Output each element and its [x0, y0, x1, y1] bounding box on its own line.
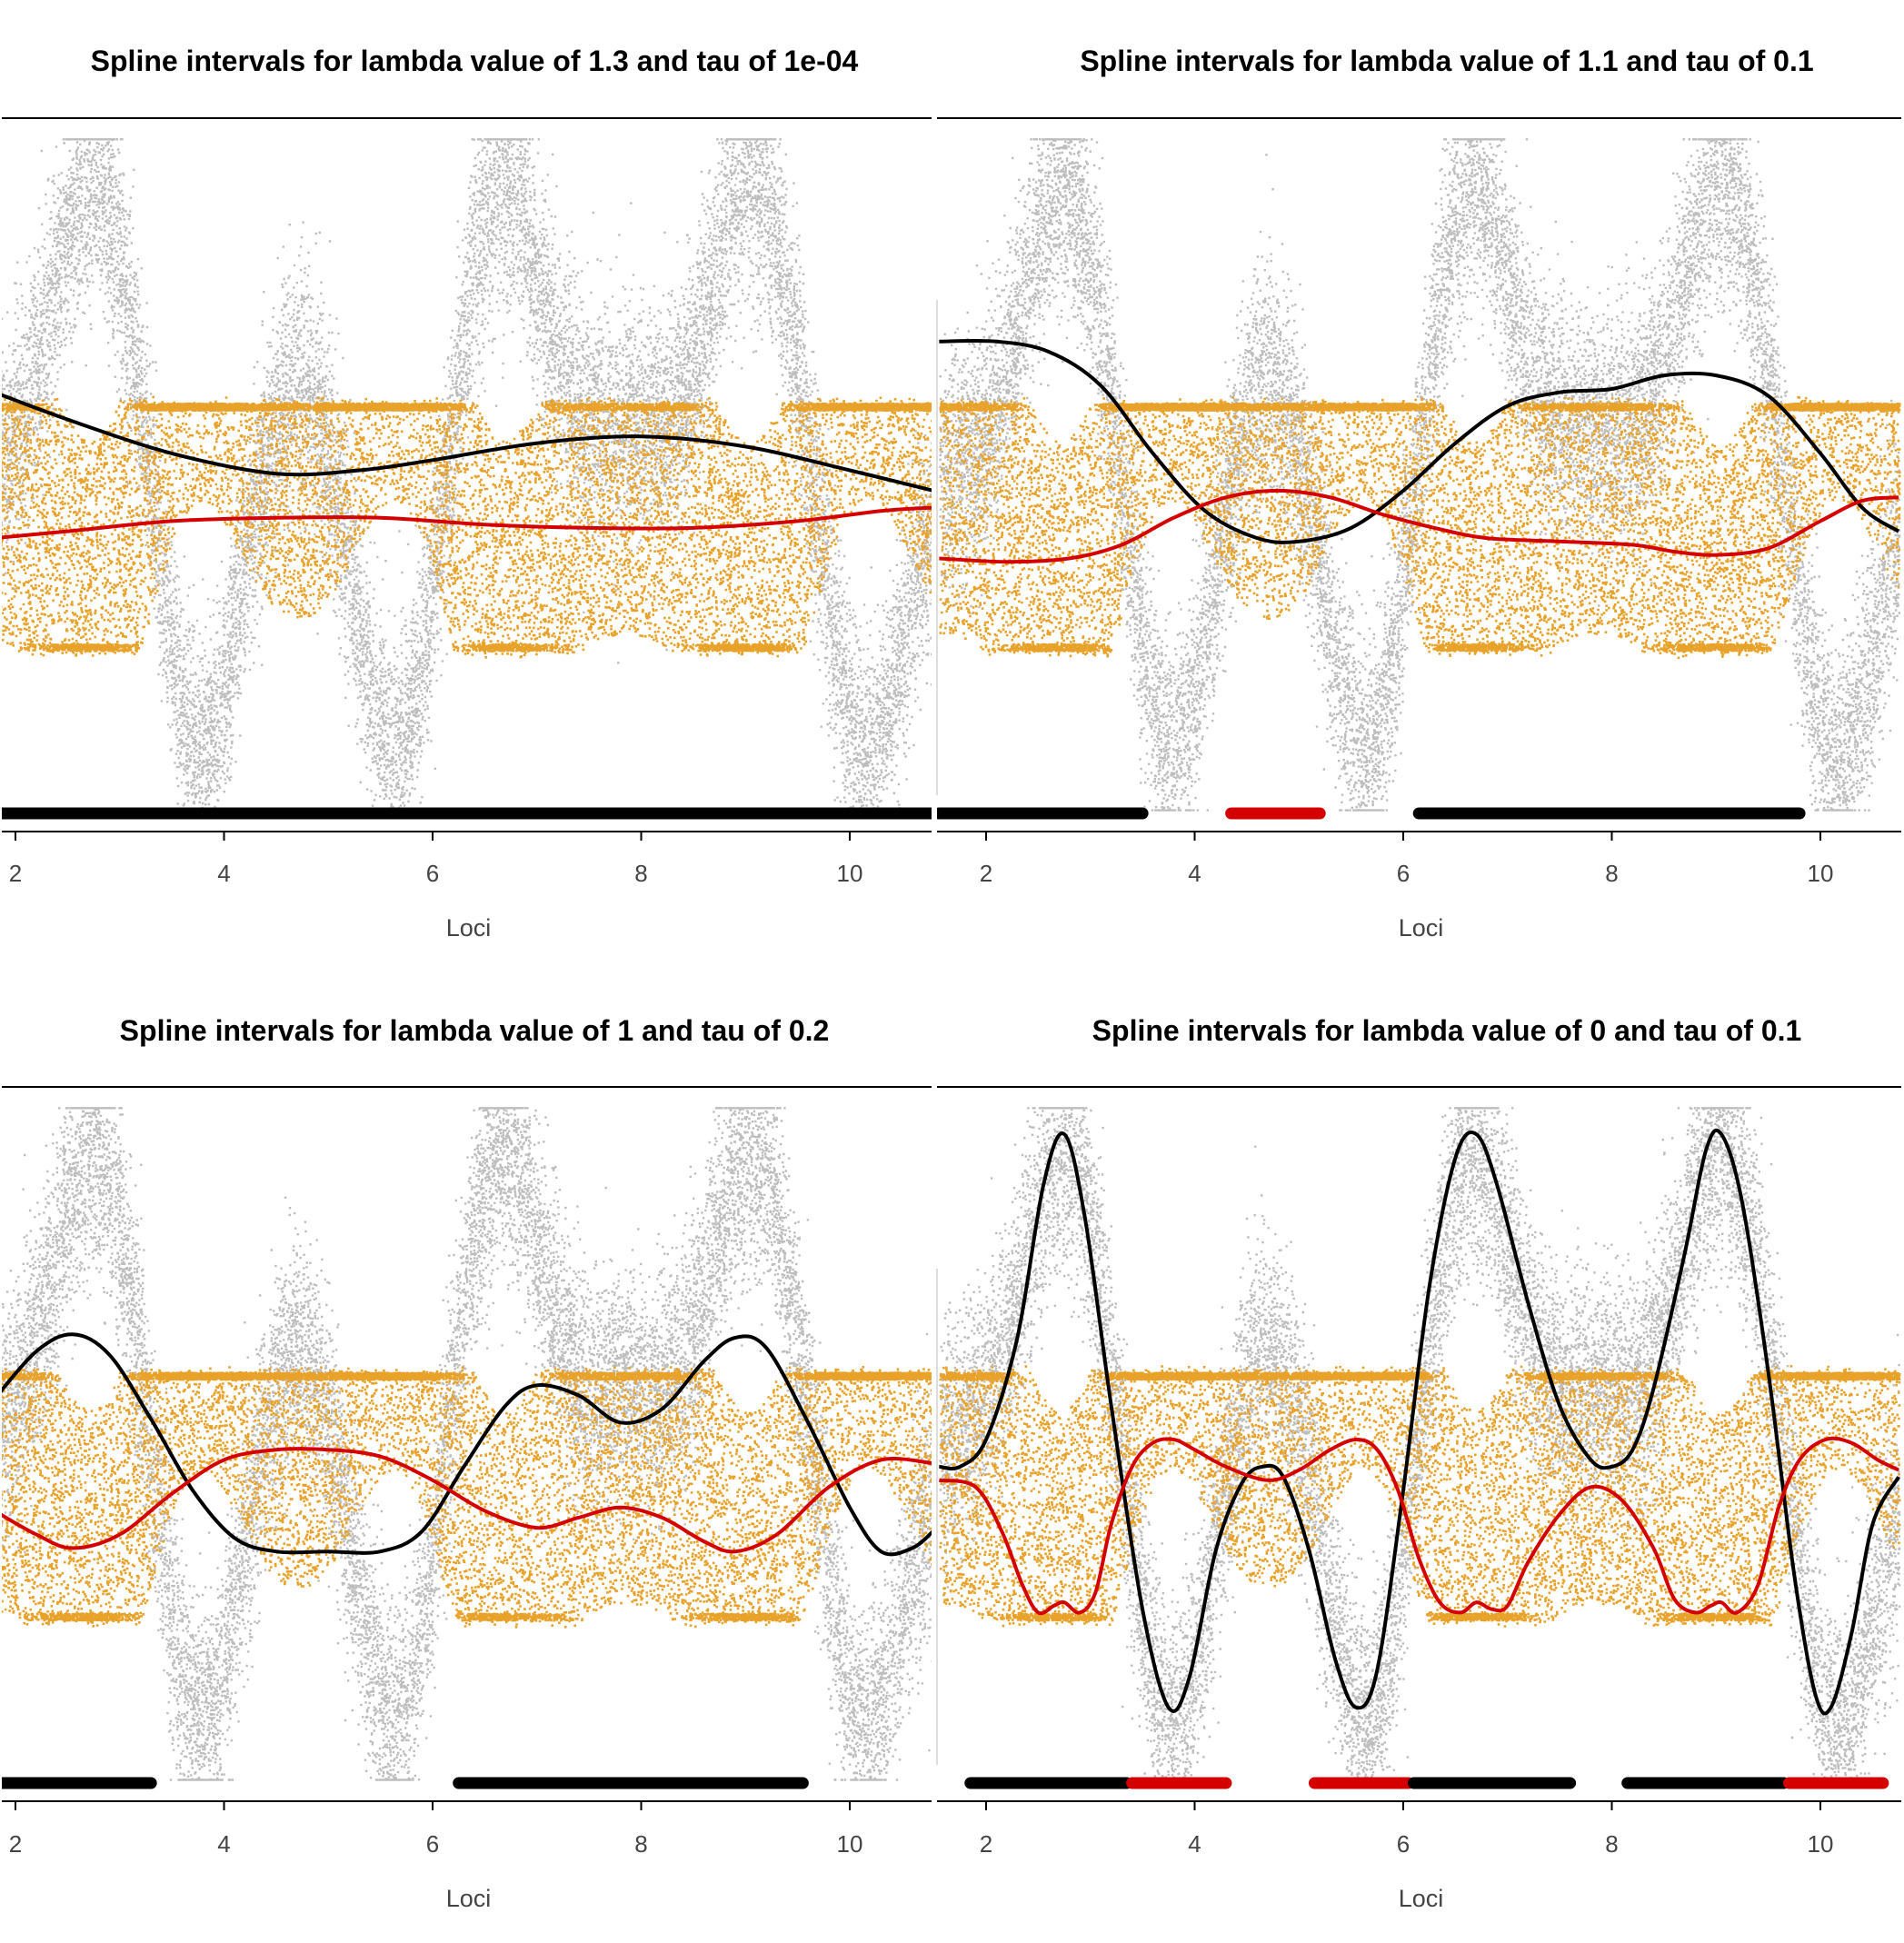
x-axis-label: Loci	[446, 914, 492, 942]
x-tick-label: 2	[9, 860, 22, 887]
x-tick-label: 4	[217, 860, 230, 887]
orange-points	[940, 396, 1901, 659]
scatter-cloud	[0, 138, 935, 812]
grey-points	[0, 138, 935, 812]
x-axis-label: Loci	[1399, 1885, 1444, 1912]
x-tick-label: 6	[426, 860, 439, 887]
scatter-cloud	[0, 1107, 935, 1781]
x-tick-label: 6	[1397, 860, 1410, 887]
x-tick-label: 8	[1605, 860, 1618, 887]
chart-title: Spline intervals for lambda value of 0 a…	[1092, 1014, 1802, 1047]
x-axis-label: Loci	[1399, 914, 1444, 942]
chart-title: Spline intervals for lambda value of 1.1…	[1080, 45, 1813, 77]
x-tick-label: 10	[1808, 1830, 1834, 1858]
x-tick-label: 6	[426, 1830, 439, 1858]
chart-title: Spline intervals for lambda value of 1.3…	[91, 45, 859, 77]
chart-title: Spline intervals for lambda value of 1 a…	[120, 1014, 830, 1047]
x-tick-label: 4	[1188, 860, 1201, 887]
x-tick-label: 2	[9, 1830, 22, 1858]
x-tick-label: 6	[1397, 1830, 1410, 1858]
orange-points	[0, 1366, 935, 1629]
x-tick-label: 10	[837, 860, 863, 887]
x-tick-label: 2	[980, 860, 992, 887]
x-tick-label: 8	[634, 1830, 647, 1858]
x-tick-label: 4	[1188, 1830, 1201, 1858]
x-tick-label: 10	[1808, 860, 1834, 887]
chart-panel-1: Spline intervals for lambda value of 1.3…	[0, 45, 935, 942]
x-tick-label: 8	[1605, 1830, 1618, 1858]
x-tick-label: 10	[837, 1830, 863, 1858]
x-tick-label: 8	[634, 860, 647, 887]
x-tick-label: 4	[217, 1830, 230, 1858]
chart-panel-3: Spline intervals for lambda value of 1 a…	[0, 1014, 935, 1912]
chart-panel-2: Spline intervals for lambda value of 1.1…	[937, 45, 1901, 942]
x-tick-label: 2	[980, 1830, 992, 1858]
chart-panel-4: Spline intervals for lambda value of 0 a…	[937, 1014, 1901, 1912]
x-axis-label: Loci	[446, 1885, 492, 1912]
